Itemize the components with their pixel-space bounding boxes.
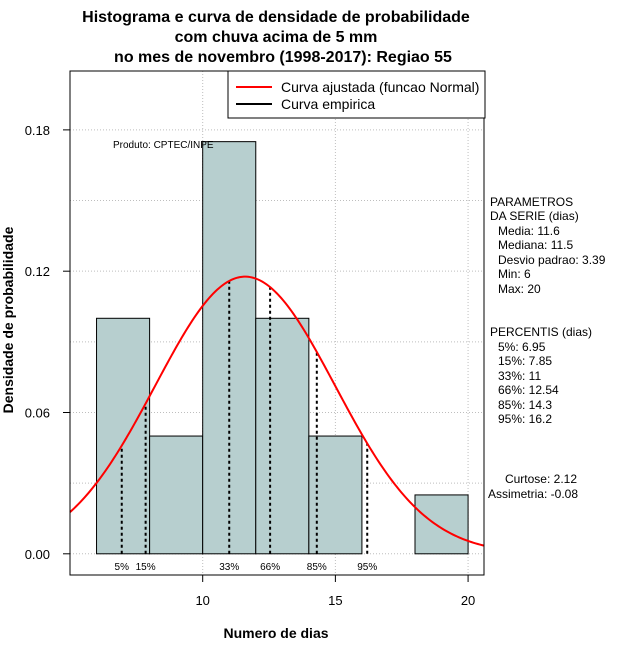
histogram-bar-3 — [255, 317, 310, 555]
chart-title-line-3: no mes de novembro (1998-2017): Regiao 5… — [114, 49, 452, 66]
parametros-mediana: Mediana: 11.5 — [498, 238, 573, 252]
histogram-bar-4 — [308, 435, 363, 555]
legend-box — [227, 70, 486, 119]
stat-curtose: Curtose: 2.12 — [505, 472, 577, 486]
stat-assimetria: Assimetria: -0.08 — [488, 487, 578, 501]
histogram-bar-1 — [149, 435, 204, 555]
legend-label-empirical: Curva empirica — [281, 96, 375, 112]
percentile-label-3: 66% — [260, 562, 280, 573]
normal-fit-curve — [69, 275, 485, 547]
parametros-desvio: Desvio padrao: 3.39 — [498, 253, 606, 267]
product-annotation: Produto: CPTEC/INPE — [113, 140, 214, 151]
parametros-max: Max: 20 — [498, 282, 541, 296]
percentile-labels: 5% 15% 33% 66% 85% 95% — [115, 562, 378, 573]
shape-stats: Curtose: 2.12 Assimetria: -0.08 — [488, 472, 578, 501]
parametros-min: Min: 6 — [498, 267, 531, 281]
parametros-title-1: PARAMETROS — [490, 195, 573, 209]
percentile-lines — [120, 280, 369, 554]
percentis-p33: 33%: 11 — [498, 369, 541, 383]
legend: Curva ajustada (funcao Normal) Curva emp… — [227, 70, 486, 119]
percentile-label-4: 85% — [307, 562, 327, 573]
percentis-p15: 15%: 7.85 — [498, 354, 552, 368]
parametros-media: Media: 11.6 — [498, 224, 560, 238]
y-tick-label-2: 0.12 — [25, 264, 50, 279]
percentile-label-0: 5% — [115, 562, 130, 573]
y-tick-label-3: 0.18 — [25, 123, 50, 138]
percentile-label-5: 95% — [357, 562, 377, 573]
percentile-label-2: 33% — [219, 562, 239, 573]
histogram-bar-0 — [96, 317, 151, 555]
percentile-label-1: 15% — [136, 562, 156, 573]
legend-label-fitted: Curva ajustada (funcao Normal) — [281, 79, 479, 95]
chart-title-line-1: Histograma e curva de densidade de proba… — [82, 9, 470, 26]
percentis-p5: 5%: 6.95 — [498, 340, 546, 354]
x-tick-label-2: 20 — [461, 593, 475, 608]
percentis-title: PERCENTIS (dias) — [490, 325, 592, 339]
y-axis-label: Densidade de probabilidade — [0, 226, 16, 413]
parametros-panel: PARAMETROS DA SERIE (dias) Media: 11.6 M… — [490, 195, 606, 296]
chart-title: Histograma e curva de densidade de proba… — [82, 9, 470, 66]
percentis-p66: 66%: 12.54 — [498, 383, 559, 397]
percentis-p95: 95%: 16.2 — [498, 412, 552, 426]
histogram-bar-6 — [414, 494, 469, 555]
parametros-title-2: DA SERIE (dias) — [490, 209, 579, 223]
x-axis-label: Numero de dias — [223, 625, 328, 641]
percentis-panel: PERCENTIS (dias) 5%: 6.95 15%: 7.85 33%:… — [490, 325, 592, 426]
chart-title-line-2: com chuva acima de 5 mm — [175, 29, 378, 46]
histogram-bars — [96, 141, 469, 555]
x-tick-label-1: 15 — [328, 593, 342, 608]
y-tick-label-1: 0.06 — [25, 405, 50, 420]
y-tick-label-0: 0.00 — [25, 547, 50, 562]
y-axis: 0.00 0.06 0.12 0.18 — [25, 123, 71, 562]
x-axis: 10 15 20 — [195, 574, 475, 608]
percentis-p85: 85%: 14.3 — [498, 398, 552, 412]
x-tick-label-0: 10 — [195, 593, 209, 608]
